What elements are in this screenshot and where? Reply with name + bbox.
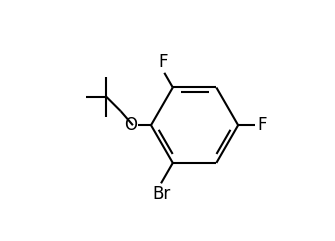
Text: O: O	[124, 116, 137, 134]
Text: Br: Br	[152, 185, 170, 203]
Text: F: F	[158, 53, 168, 71]
Text: F: F	[257, 116, 266, 134]
